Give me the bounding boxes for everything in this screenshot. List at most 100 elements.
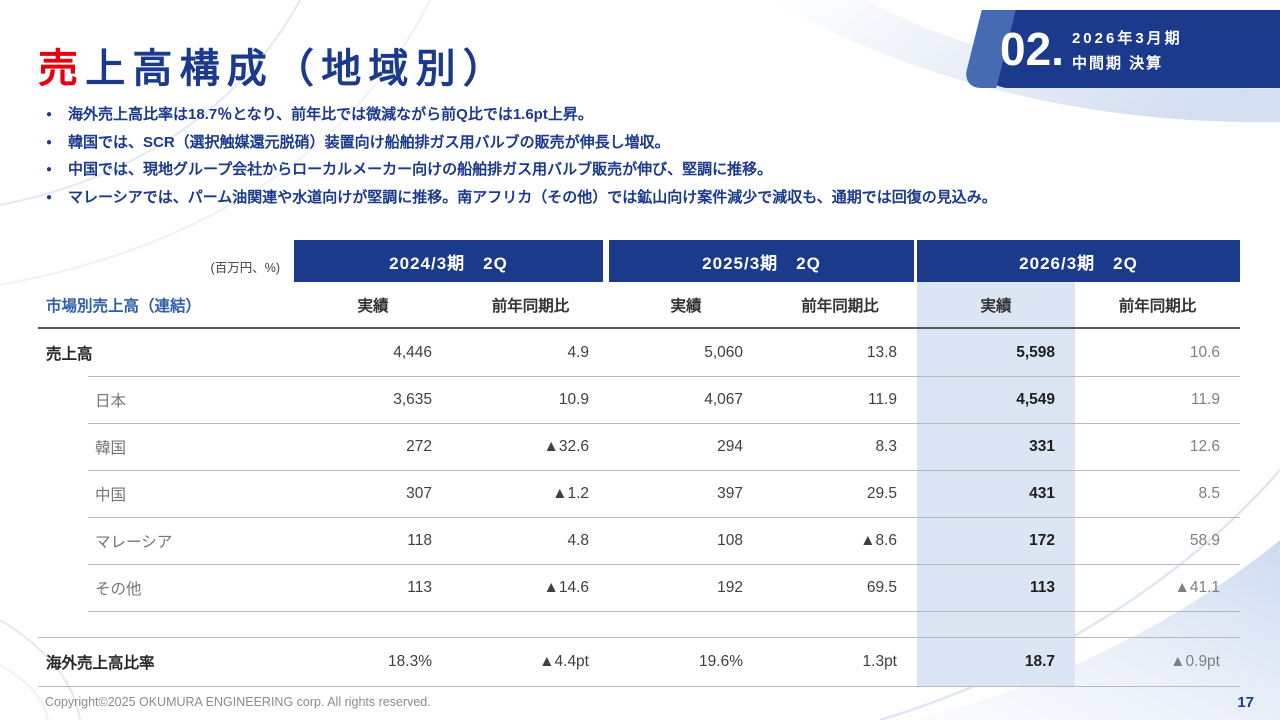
cell-value: 5,060: [704, 343, 743, 361]
cell-value: 5,598: [917, 329, 1075, 376]
cell-value: 4,446: [393, 343, 432, 361]
cell-value: 192: [717, 578, 743, 596]
bullet-item: 海外売上高比率は18.7％となり、前年比では微減ながら前Q比では1.6pt上昇。: [44, 101, 997, 129]
subheader-actual: 実績: [917, 282, 1075, 327]
cell-value: [452, 611, 609, 637]
section-period-line2: 中間期 決算: [1071, 55, 1164, 72]
cell-value: [609, 611, 763, 637]
row-label: 中国: [95, 486, 127, 504]
cell-value: ▲8.6: [860, 531, 897, 549]
cell-value: 4,067: [704, 390, 743, 408]
row-divider: [88, 611, 1240, 612]
row-divider: [88, 470, 1240, 471]
cell-value: 19.6%: [699, 652, 743, 670]
table-row: 海外売上高比率 18.3% ▲4.4pt 19.6% 1.3pt 18.7 ▲0.9pt: [38, 637, 1240, 686]
table-row: 日本 3,635 10.9 4,067 11.9 4,549 11.9: [38, 376, 1240, 423]
cell-value: 272: [406, 437, 432, 455]
sales-by-region-table: (百万円、%) 2024/3期 2Q 2025/3期 2Q 2026/3期 2Q 市…: [38, 240, 1240, 687]
cell-value: 11.9: [867, 390, 897, 408]
cell-value: 13.8: [866, 343, 897, 361]
table-row: その他 113 ▲14.6 192 69.5 113 ▲41.1: [38, 564, 1240, 611]
table-row: マレーシア 118 4.8 108 ▲8.6 172 58.9: [38, 517, 1240, 564]
cell-value: 431: [917, 470, 1075, 517]
cell-value: 8.5: [1198, 484, 1220, 502]
row-label: [38, 611, 294, 637]
row-label: 売上高: [46, 345, 93, 363]
subheader-actual: 実績: [670, 297, 702, 315]
subheader-yoy: 前年同期比: [1118, 297, 1197, 315]
period-header-2: 2025/3期 2Q: [609, 240, 914, 282]
cell-value: [917, 611, 1075, 637]
cell-value: [294, 611, 452, 637]
table-body: 売上高 4,446 4.9 5,060 13.8 5,598 10.6 日本 3,635 10.9…: [38, 329, 1240, 687]
cell-value: 10.9: [558, 390, 589, 408]
cell-value: 4.9: [567, 343, 589, 361]
cell-value: 172: [917, 517, 1075, 564]
title-accent-char: 売: [38, 47, 86, 91]
table-row-header-title: 市場別売上高（連結）: [46, 297, 202, 315]
cell-value: 8.3: [875, 437, 897, 455]
cell-value: 118: [407, 531, 432, 549]
cell-value: 307: [406, 484, 432, 502]
cell-value: 58.9: [1189, 531, 1220, 549]
row-divider: [88, 564, 1240, 565]
cell-value: ▲14.6: [543, 578, 589, 596]
cell-value: ▲41.1: [1174, 578, 1220, 596]
unit-label: (百万円、%): [210, 261, 280, 275]
row-label: 海外売上高比率: [46, 654, 155, 672]
cell-value: 331: [917, 423, 1075, 470]
row-divider: [88, 517, 1240, 518]
cell-value: 113: [407, 578, 432, 596]
page-number: 17: [1237, 694, 1254, 711]
cell-value: 294: [717, 437, 743, 455]
row-label: 韓国: [95, 439, 127, 457]
cell-value: [1075, 611, 1240, 637]
section-period: 2026年3月期 中間期 決算: [1072, 27, 1183, 73]
bullet-item: 韓国では、SCR（選択触媒還元脱硝）装置向け船舶排ガス用バルブの販売が伸長し増収…: [44, 129, 997, 157]
section-badge: 02. 2026年3月期 中間期 決算: [984, 10, 1280, 88]
table-period-header: (百万円、%) 2024/3期 2Q 2025/3期 2Q 2026/3期 2Q: [38, 240, 1240, 282]
table-subheader: 市場別売上高（連結） 実績 前年同期比 実績 前年同期比 実績 前年同期比: [38, 282, 1240, 329]
cell-value: ▲4.4pt: [539, 652, 589, 670]
section-number: 02.: [1000, 23, 1064, 75]
cell-value: 11.9: [1190, 390, 1220, 408]
row-divider: [88, 376, 1240, 377]
row-label: その他: [95, 580, 142, 598]
cell-value: 4,549: [917, 376, 1075, 423]
cell-value: 10.6: [1189, 343, 1220, 361]
table-row: 韓国 272 ▲32.6 294 8.3 331 12.6: [38, 423, 1240, 470]
page-title: 売上高構成（地域別）: [38, 36, 510, 94]
cell-value: 3,635: [393, 390, 432, 408]
cell-value: 397: [717, 484, 743, 502]
table-row: 売上高 4,446 4.9 5,060 13.8 5,598 10.6: [38, 329, 1240, 376]
cell-value: ▲32.6: [543, 437, 589, 455]
cell-value: 18.3%: [388, 652, 432, 670]
subheader-actual: 実績: [357, 297, 389, 315]
row-divider: [88, 423, 1240, 424]
bullet-item: マレーシアでは、パーム油関連や水道向けが堅調に推移。南アフリカ（その他）では鉱山…: [44, 184, 997, 212]
subheader-yoy: 前年同期比: [491, 297, 570, 315]
cell-value: ▲1.2: [552, 484, 589, 502]
bullet-item: 中国では、現地グループ会社からローカルメーカー向けの船舶排ガス用バルブ販売が伸び…: [44, 156, 997, 184]
section-period-line1: 2026年3月期: [1071, 30, 1183, 47]
cell-value: [763, 611, 917, 637]
cell-value: 29.5: [866, 484, 897, 502]
cell-value: 12.6: [1189, 437, 1220, 455]
table-spacer-row: [38, 611, 1240, 637]
subheader-yoy: 前年同期比: [801, 297, 879, 315]
cell-value: 113: [917, 564, 1075, 611]
row-label: 日本: [95, 392, 127, 410]
cell-value: 108: [717, 531, 743, 549]
summary-bullets: 海外売上高比率は18.7％となり、前年比では微減ながら前Q比では1.6pt上昇。…: [44, 101, 997, 211]
copyright-text: Copyright©2025 OKUMURA ENGINEERING corp.…: [45, 695, 431, 709]
cell-value: 1.3pt: [862, 652, 897, 670]
row-label: マレーシア: [95, 533, 173, 551]
row-divider: [38, 637, 1240, 638]
period-header-1: 2024/3期 2Q: [294, 240, 603, 282]
cell-value: ▲0.9pt: [1170, 652, 1220, 670]
cell-value: 18.7: [917, 637, 1075, 686]
title-rest: 上高構成（地域別）: [85, 47, 511, 91]
table-row: 中国 307 ▲1.2 397 29.5 431 8.5: [38, 470, 1240, 517]
cell-value: 69.5: [866, 578, 897, 596]
